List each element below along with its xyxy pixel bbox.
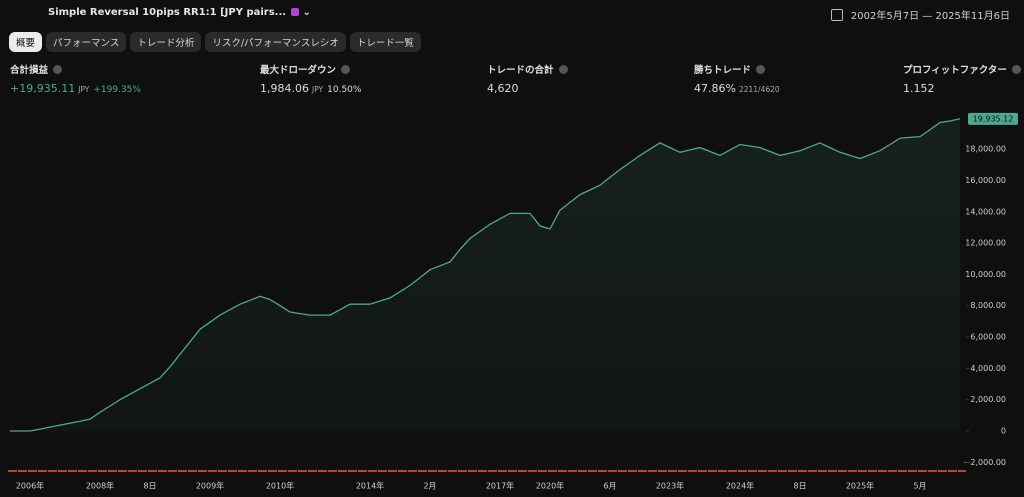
tab[interactable]: トレード一覧 bbox=[349, 32, 421, 52]
y-tick-label: 10,000.00 bbox=[965, 270, 1006, 279]
stat: 最大ドローダウン 1,984.06 JPY 10.50% bbox=[260, 62, 361, 95]
stat-value: +19,935.11 JPY +199.35% bbox=[10, 82, 141, 95]
info-icon[interactable] bbox=[53, 65, 63, 74]
x-tick-label: 2006年 bbox=[16, 481, 44, 491]
x-tick-label: 2023年 bbox=[656, 481, 684, 491]
stat-value: 47.86% 2211/4620 bbox=[694, 82, 780, 95]
stat: 勝ちトレード 47.86% 2211/4620 bbox=[694, 62, 780, 95]
x-tick-label: 8日 bbox=[793, 482, 806, 491]
stat-label-text: トレードの合計 bbox=[487, 65, 554, 76]
info-icon[interactable] bbox=[1011, 65, 1021, 74]
current-value-label: 19,935.12 bbox=[973, 114, 1014, 123]
stat-number: 47.86% bbox=[694, 82, 736, 95]
stat: トレードの合計 4,620 bbox=[487, 62, 568, 95]
date-range[interactable]: 2002年5月7日 — 2025年11月6日 bbox=[830, 7, 1010, 22]
x-tick-label: 2020年 bbox=[536, 481, 564, 491]
x-tick-label: 8日 bbox=[143, 482, 156, 491]
calendar-icon bbox=[291, 8, 300, 16]
x-tick-label: 2024年 bbox=[726, 481, 754, 491]
y-tick-label: 4,000.00 bbox=[970, 364, 1006, 373]
x-tick-label: 6月 bbox=[603, 482, 616, 491]
stat-label: プロフィットファクター bbox=[903, 62, 1021, 76]
stat-number: 1,984.06 bbox=[260, 82, 309, 95]
y-tick-label: −2,000.00 bbox=[964, 458, 1006, 467]
stat-extra: +199.35% bbox=[93, 85, 141, 95]
stat: プロフィットファクター 1.152 bbox=[903, 62, 1021, 95]
stat-unit: JPY bbox=[78, 85, 90, 94]
x-tick-label: 5月 bbox=[913, 482, 926, 491]
equity-line bbox=[10, 118, 961, 432]
y-tick-label: 0 bbox=[1001, 427, 1006, 436]
stat-label: 最大ドローダウン bbox=[260, 62, 361, 76]
tab-bar: 概要 パフォーマンス トレード分析 リスク/パフォーマンスレシオ トレード一覧 bbox=[9, 32, 421, 52]
x-tick-label: 2010年 bbox=[266, 481, 294, 491]
stat-label: トレードの合計 bbox=[487, 62, 568, 76]
stat-number: 1.152 bbox=[903, 82, 935, 95]
info-icon[interactable] bbox=[756, 65, 766, 74]
stat-extra: 2211/4620 bbox=[738, 85, 780, 94]
stat-extra: 10.50% bbox=[327, 85, 362, 95]
date-icon bbox=[830, 9, 843, 21]
y-tick-label: 2,000.00 bbox=[970, 395, 1006, 404]
stat-label-text: 合計損益 bbox=[10, 65, 49, 76]
stat-value: 1,984.06 JPY 10.50% bbox=[260, 82, 361, 95]
y-tick-label: 14,000.00 bbox=[965, 207, 1006, 216]
info-icon[interactable] bbox=[558, 65, 568, 74]
stat-label: 勝ちトレード bbox=[694, 62, 780, 76]
stat-label: 合計損益 bbox=[10, 62, 141, 76]
stat-label-text: 最大ドローダウン bbox=[260, 65, 337, 76]
y-tick-label: 8,000.00 bbox=[970, 301, 1006, 310]
tab[interactable]: リスク/パフォーマンスレシオ bbox=[205, 32, 346, 52]
area-fill bbox=[10, 118, 960, 432]
current-value-badge bbox=[968, 112, 1018, 125]
y-tick-label: 6,000.00 bbox=[970, 333, 1006, 342]
x-tick-label: 2014年 bbox=[356, 481, 384, 491]
x-tick-label: 2月 bbox=[423, 482, 436, 491]
stat-unit: JPY bbox=[311, 85, 324, 94]
stat-label-text: プロフィットファクター bbox=[903, 65, 1007, 76]
tab[interactable]: 概要 bbox=[9, 32, 43, 52]
info-icon[interactable] bbox=[341, 65, 351, 74]
x-tick-label: 2017年 bbox=[486, 481, 514, 491]
stat-label-text: 勝ちトレード bbox=[694, 65, 752, 76]
x-tick-label: 2025年 bbox=[846, 481, 874, 491]
date-text: 2002年5月7日 — 2025年11月6日 bbox=[850, 11, 1010, 22]
stat-number: +19,935.11 bbox=[10, 82, 76, 95]
y-tick-label: 18,000.00 bbox=[965, 145, 1006, 154]
stat-value: 4,620 bbox=[487, 82, 568, 95]
y-tick-label: 12,000.00 bbox=[965, 239, 1006, 248]
x-tick-label: 2008年 bbox=[86, 481, 114, 491]
stat-value: 1.152 bbox=[903, 82, 1021, 95]
tab[interactable]: パフォーマンス bbox=[46, 32, 127, 52]
x-tick-label: 2009年 bbox=[196, 481, 224, 491]
title-text: Simple Reversal 10pips RR1:1 [JPY pairs.… bbox=[48, 7, 287, 18]
tab[interactable]: トレード分析 bbox=[130, 32, 202, 52]
stat-number: 4,620 bbox=[487, 82, 519, 95]
y-tick-label: 16,000.00 bbox=[965, 176, 1006, 185]
strategy-title[interactable]: Simple Reversal 10pips RR1:1 [JPY pairs.… bbox=[48, 7, 311, 18]
stat: 合計損益 +19,935.11 JPY +199.35% bbox=[10, 62, 141, 95]
